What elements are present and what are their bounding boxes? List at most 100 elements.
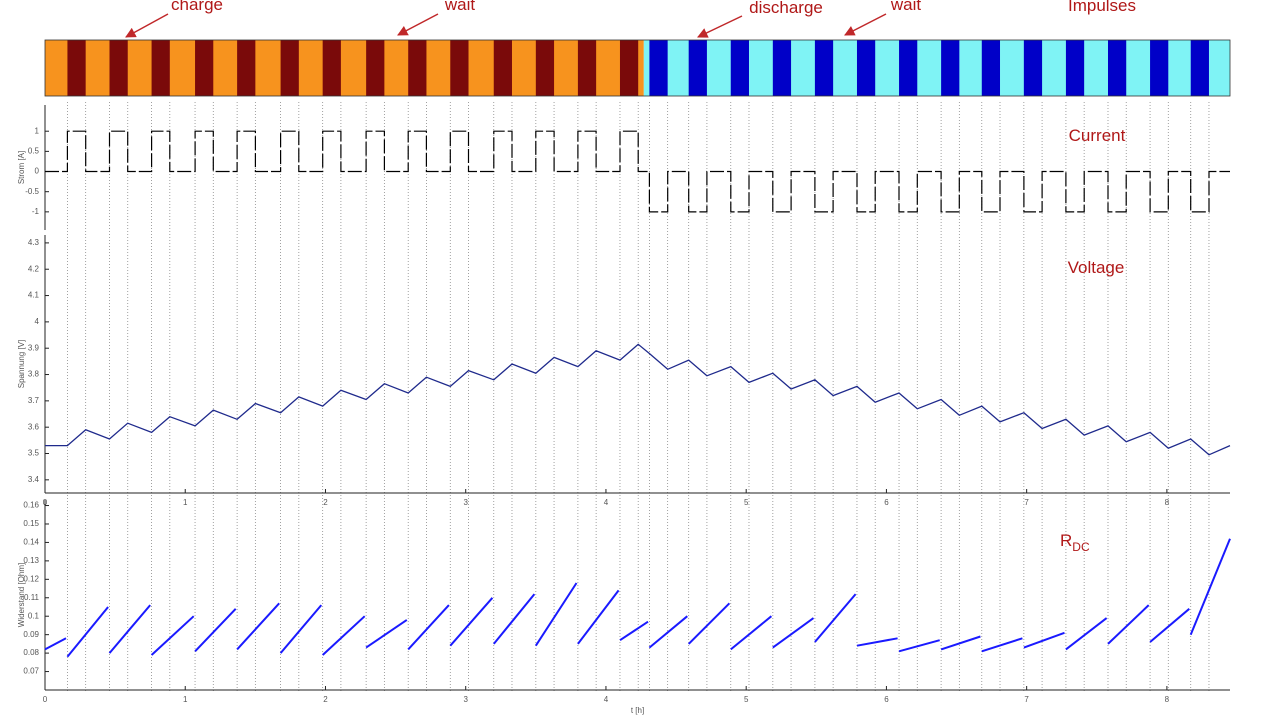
y-tick-label: 4.3 xyxy=(28,238,40,247)
y-tick-label: 4 xyxy=(35,317,40,326)
y-tick-label: 0.14 xyxy=(23,538,39,547)
impulse xyxy=(195,40,214,96)
x-tick-label: 8 xyxy=(1165,695,1170,704)
x-tick-label: 8 xyxy=(1165,498,1170,507)
impulse xyxy=(1107,40,1127,96)
title-sub: DC xyxy=(1072,540,1090,554)
y-axis-label: Spannung [V] xyxy=(17,340,26,388)
x-tick-label: 4 xyxy=(604,498,609,507)
voltage-line xyxy=(45,343,1231,456)
rdc-segment xyxy=(814,593,857,643)
annotation: charge xyxy=(171,0,223,14)
x-tick-label: 7 xyxy=(1024,695,1029,704)
rdc-segment xyxy=(772,617,815,649)
y-tick-label: -1 xyxy=(32,207,40,216)
impulses-title: Impulses xyxy=(1068,0,1136,15)
rdc-segment xyxy=(236,602,280,651)
plot-layer: -1 -0.5 0 0.5 1 Strom [A] 3.4 3.5 3.6 3.7 3.8 3.9 4 4… xyxy=(17,39,1231,715)
impulse xyxy=(408,40,427,96)
x-tick-label: 5 xyxy=(744,498,749,507)
x-tick-label: 3 xyxy=(463,695,468,704)
y-axis-label: Widerstand [Ohm] xyxy=(17,563,26,627)
rdc-segment xyxy=(856,637,898,647)
rdc-segment xyxy=(150,615,195,656)
impulse xyxy=(151,40,170,96)
impulse-frame xyxy=(44,39,1231,97)
impulse xyxy=(237,40,256,96)
x-tick-label: 5 xyxy=(744,695,749,704)
y-tick-label: 3.9 xyxy=(28,343,40,352)
x-tick-label: 4 xyxy=(604,695,609,704)
x-tick-label: 2 xyxy=(323,695,328,704)
impulse xyxy=(493,40,512,96)
rdc-segment xyxy=(648,615,688,649)
impulse xyxy=(814,40,834,96)
impulse xyxy=(941,40,960,96)
rdc-segment xyxy=(1107,604,1150,645)
rdc-segment xyxy=(407,604,450,651)
y-tick-label: 3.6 xyxy=(28,422,40,431)
arrow xyxy=(125,13,169,38)
impulse xyxy=(322,40,341,96)
impulse xyxy=(1190,40,1209,96)
rdc-segment xyxy=(493,593,536,645)
impulse xyxy=(1023,40,1043,96)
rdc-segment xyxy=(1189,538,1231,636)
chart-title: RDC xyxy=(1060,531,1090,554)
rdc-segment xyxy=(1149,608,1190,643)
y-tick-label: -0.5 xyxy=(25,187,39,196)
rdc-segment xyxy=(1065,617,1108,651)
rdc-segment xyxy=(577,589,620,645)
arrow xyxy=(697,15,743,38)
rdc-segment xyxy=(981,637,1023,653)
y-tick-label: 0.09 xyxy=(23,630,39,639)
y-tick-label: 4.1 xyxy=(28,291,40,300)
y-tick-label: 3.8 xyxy=(28,370,40,379)
y-axis-label: Strom [A] xyxy=(17,151,26,184)
annotation: wait xyxy=(890,0,922,14)
chart-title: Voltage xyxy=(1068,258,1125,277)
x-axis-label: t [h] xyxy=(631,706,644,715)
y-tick-label: 0.5 xyxy=(28,146,40,155)
rdc-segment xyxy=(687,602,731,645)
x-tick-label: 0 xyxy=(43,695,48,704)
y-tick-label: 0.07 xyxy=(23,667,39,676)
y-tick-label: 0.11 xyxy=(24,593,40,602)
y-tick-label: 0.13 xyxy=(23,556,39,565)
y-tick-label: 0.15 xyxy=(23,519,39,528)
rdc-segment xyxy=(108,604,151,654)
y-tick-label: 3.7 xyxy=(28,396,40,405)
impulse xyxy=(1150,40,1169,96)
x-tick-label: 1 xyxy=(183,695,188,704)
annotation: discharge xyxy=(749,0,823,17)
x-tick-label: 3 xyxy=(463,498,468,507)
rdc-segment xyxy=(322,615,366,656)
impulse xyxy=(577,40,597,96)
rdc-segment xyxy=(44,637,67,651)
y-tick-label: 3.4 xyxy=(28,475,40,484)
y-tick-label: 0 xyxy=(35,167,40,176)
impulse xyxy=(730,40,749,96)
rdc-segment xyxy=(898,639,940,653)
y-tick-label: 1 xyxy=(35,126,40,135)
impulse xyxy=(772,40,792,96)
rdc-segment xyxy=(534,582,578,647)
x-tick-label: 7 xyxy=(1024,498,1029,507)
impulse xyxy=(67,40,86,96)
impulse xyxy=(109,40,128,96)
impulse xyxy=(899,40,918,96)
impulse xyxy=(280,40,299,96)
impulse xyxy=(366,40,385,96)
impulse xyxy=(856,40,876,96)
impulse xyxy=(450,40,469,96)
y-tick-label: 0.1 xyxy=(28,611,40,620)
y-tick-label: 4.2 xyxy=(28,264,40,273)
rdc-segment xyxy=(365,619,408,649)
impulse xyxy=(619,40,639,96)
x-tick-label: 6 xyxy=(884,498,889,507)
rdc-segment xyxy=(449,597,494,647)
x-tick-label: 1 xyxy=(183,498,188,507)
impulse xyxy=(649,40,668,96)
impulse xyxy=(1065,40,1085,96)
